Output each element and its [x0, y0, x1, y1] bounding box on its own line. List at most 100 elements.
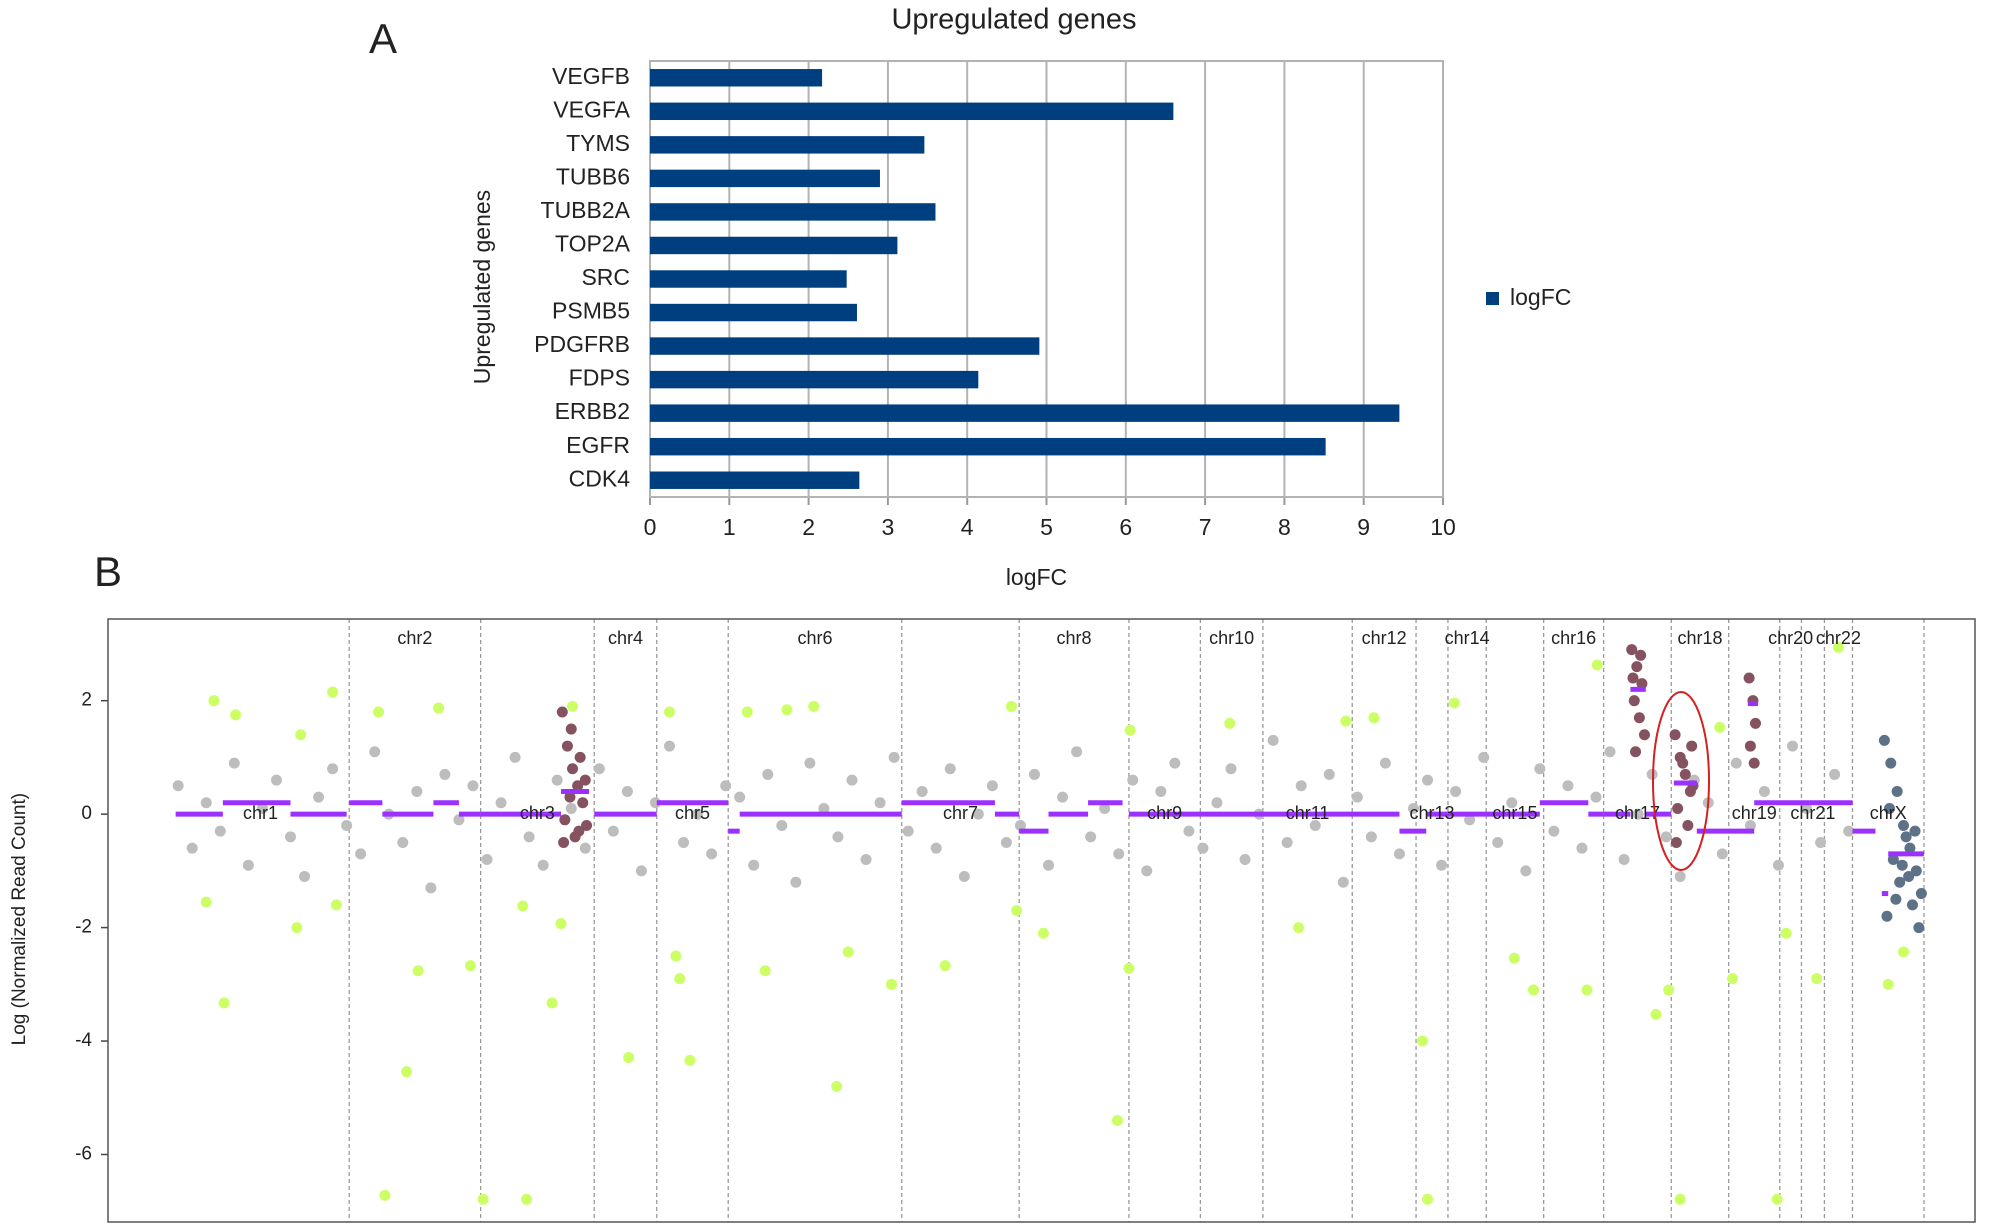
data-point [1727, 973, 1739, 985]
data-point [1829, 768, 1841, 780]
panel-label: A [369, 15, 397, 62]
chromosome-label: chr5 [675, 803, 710, 823]
data-point [1436, 859, 1448, 871]
data-point [1211, 797, 1223, 809]
data-point [186, 842, 198, 854]
y-tick-label: CDK4 [569, 465, 631, 491]
data-point [270, 774, 282, 786]
data-point [846, 774, 858, 786]
data-point [467, 780, 479, 792]
data-point [1750, 717, 1762, 729]
data-point [1674, 871, 1686, 883]
x-tick-label: 10 [1430, 514, 1456, 540]
bar [650, 102, 1174, 121]
data-point [523, 831, 535, 843]
bar [650, 136, 925, 154]
data-point [886, 978, 898, 990]
data-point [649, 797, 661, 809]
data-point [1239, 854, 1251, 866]
data-point [1900, 831, 1912, 843]
y-tick-label: TOP2A [555, 231, 631, 257]
data-point [537, 859, 549, 871]
data-point [776, 819, 788, 831]
data-point [1669, 729, 1681, 741]
y-tick-label: FDPS [569, 365, 630, 391]
x-tick-label: 4 [961, 514, 974, 540]
x-tick-label: 5 [1040, 514, 1053, 540]
data-point [495, 797, 507, 809]
legend-swatch [1486, 292, 1499, 305]
data-point [565, 723, 577, 735]
data-point [1604, 746, 1616, 758]
data-point [1224, 717, 1236, 729]
y-tick-label: VEGFB [552, 63, 630, 89]
data-point [804, 757, 816, 769]
chromosome-label: chr13 [1409, 803, 1454, 823]
data-point [1878, 734, 1890, 746]
chart-title: Upregulated genes [891, 4, 1136, 36]
data-point [1780, 927, 1792, 939]
data-point [1123, 962, 1135, 974]
data-point [593, 763, 605, 775]
data-point [1801, 802, 1813, 814]
chromosome-label: chr3 [520, 803, 555, 823]
data-point [748, 859, 760, 871]
data-point [509, 751, 521, 763]
chromosome-label: chr8 [1057, 628, 1092, 648]
data-point [425, 882, 437, 894]
data-point [1663, 984, 1675, 996]
x-tick-label: 2 [802, 514, 815, 540]
data-point [517, 900, 529, 912]
data-point [567, 763, 579, 775]
x-tick-label: 3 [882, 514, 895, 540]
data-point [1111, 1114, 1123, 1126]
bar [650, 236, 898, 255]
data-point [734, 791, 746, 803]
chromosome-label: chr2 [397, 628, 432, 648]
bar [650, 370, 979, 389]
y-tick-label: PSMB5 [552, 298, 630, 324]
data-point [1903, 871, 1915, 883]
data-point [1337, 876, 1349, 888]
data-point [986, 780, 998, 792]
data-point [1716, 848, 1728, 860]
x-tick-label: 6 [1119, 514, 1132, 540]
data-point [1323, 768, 1335, 780]
x-axis-label: logFC [1006, 564, 1067, 590]
data-point [1904, 842, 1916, 854]
data-point [341, 819, 353, 831]
legend-label: logFC [1510, 284, 1571, 310]
chromosome-label: chr18 [1677, 628, 1722, 648]
data-point [1014, 819, 1026, 831]
data-point [1527, 984, 1539, 996]
data-point [1890, 893, 1902, 905]
data-point [433, 702, 445, 714]
data-point [1113, 848, 1125, 860]
data-point [1748, 757, 1760, 769]
plot-background [108, 619, 1975, 1222]
data-point [1011, 905, 1023, 917]
data-point [295, 729, 307, 741]
data-point [1340, 715, 1352, 727]
data-point [230, 709, 242, 721]
y-tick-label: 0 [81, 803, 92, 824]
data-point [958, 871, 970, 883]
chromosome-label: chr15 [1492, 803, 1537, 823]
data-point [1672, 802, 1684, 814]
data-point [1744, 740, 1756, 752]
highlight-ellipse [1652, 691, 1710, 871]
y-tick-label: TUBB6 [556, 163, 630, 189]
data-point [551, 774, 563, 786]
y-axis-label: Upregulated genes [469, 190, 495, 384]
data-point [439, 768, 451, 780]
data-point [670, 950, 682, 962]
data-point [1099, 802, 1111, 814]
data-point [208, 695, 220, 707]
x-tick-label: 0 [644, 514, 657, 540]
data-point [1506, 797, 1518, 809]
data-point [635, 865, 647, 877]
data-point [674, 973, 686, 985]
data-point [397, 837, 409, 849]
bar [650, 437, 1326, 456]
chromosome-label: chr20 [1768, 628, 1813, 648]
